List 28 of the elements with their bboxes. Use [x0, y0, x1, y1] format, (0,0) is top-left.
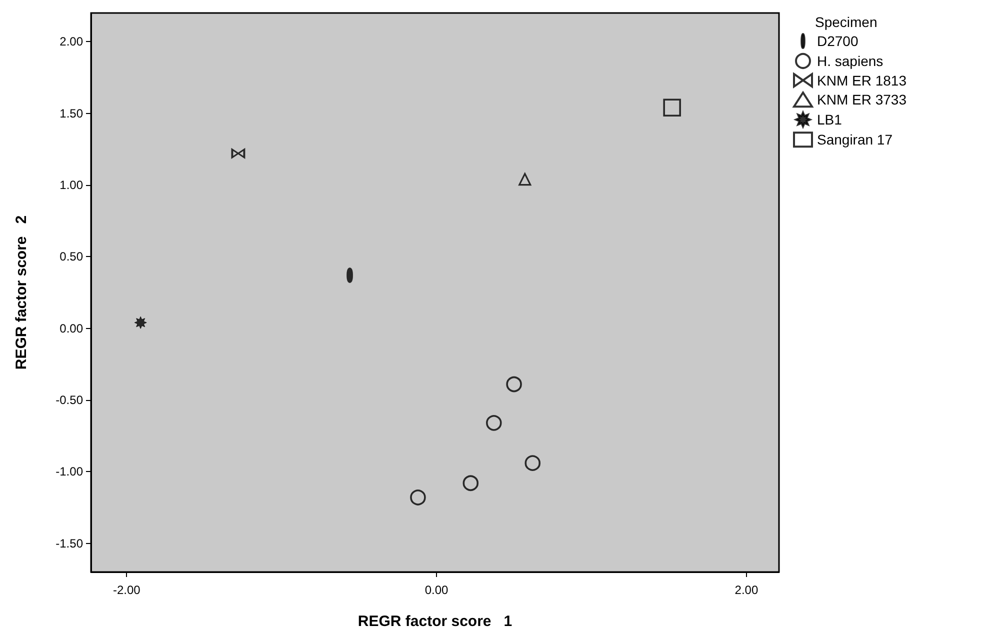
- legend-label: Sangiran 17: [817, 132, 893, 148]
- legend-label: KNM ER 3733: [817, 92, 907, 108]
- y-tick-label: -1.00: [56, 464, 84, 479]
- point: [518, 172, 532, 186]
- x-tick-label: 0.00: [424, 583, 449, 597]
- legend-title: Specimen: [815, 14, 878, 30]
- point: [486, 415, 502, 431]
- legend-label: D2700: [817, 33, 858, 49]
- legend-label: KNM ER 1813: [817, 72, 907, 88]
- y-tick-label: 1.00: [60, 178, 84, 192]
- x-tick-label: 2.00: [734, 583, 758, 597]
- y-tick-label: 1.50: [60, 106, 84, 120]
- legend-label: H. sapiens: [817, 53, 884, 69]
- y-tick-label: 0.50: [60, 250, 84, 264]
- x-axis-title: REGR factor score 1: [358, 613, 512, 630]
- y-tick-label: -0.50: [56, 393, 84, 407]
- y-axis-title: REGR factor score 2: [13, 215, 30, 370]
- point: [663, 98, 681, 116]
- y-tick-label: 0.00: [60, 321, 84, 336]
- point: [524, 455, 541, 471]
- point: [462, 475, 479, 492]
- point: [506, 376, 522, 392]
- point: [410, 490, 426, 506]
- y-tick-label: 2.00: [60, 34, 84, 49]
- point: [134, 316, 147, 329]
- y-tick-label: -1.50: [56, 536, 84, 550]
- x-tick-label: -2.00: [112, 583, 141, 597]
- legend-label: LB1: [817, 112, 842, 128]
